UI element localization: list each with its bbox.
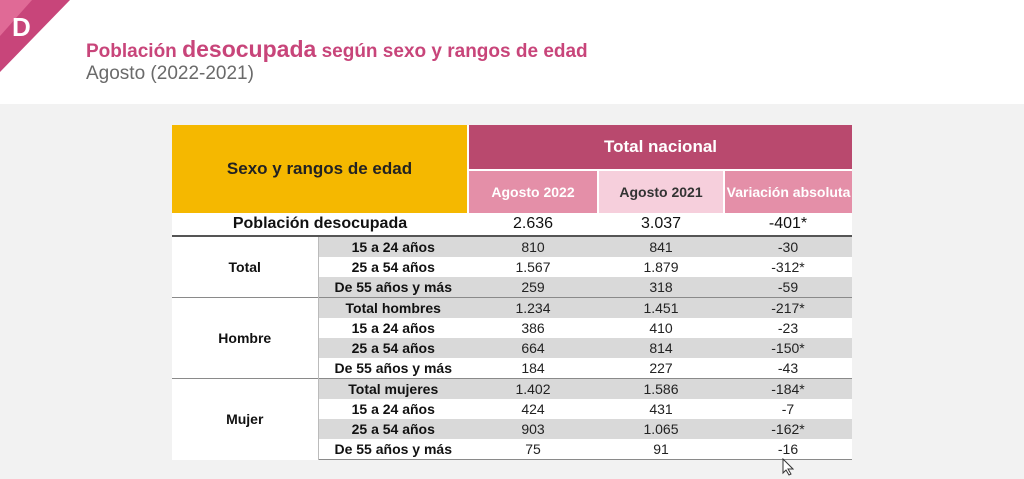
cell-2021: 318 [598, 277, 724, 298]
cell-2021: 91 [598, 439, 724, 460]
page-subtitle: Agosto (2022-2021) [86, 63, 254, 84]
group-label-total: Total [172, 236, 319, 298]
table-row: De 55 años y más 75 91 -16 [172, 439, 852, 460]
cell-2021: 410 [649, 320, 673, 336]
cell-2021: 1.451 [598, 297, 724, 318]
cell-2021: 1.879 [643, 259, 679, 275]
cell-variacion: -7 [781, 401, 795, 417]
cell-2022: 1.567 [515, 259, 551, 275]
column-header-total-nacional: Total nacional [468, 125, 852, 170]
row-label: Total hombres [318, 297, 468, 318]
row-label: Total mujeres [318, 378, 468, 399]
row-label: De 55 años y más [334, 360, 452, 376]
row-label: 15 a 24 años [351, 320, 435, 336]
cell-2022: 386 [521, 320, 545, 336]
group-label-mujer: Mujer [172, 378, 319, 460]
table-row: 25 a 54 años 903 1.065 -162* [172, 419, 852, 439]
table-row: Total 15 a 24 años 810 841 -30 [172, 236, 852, 298]
cell-variacion: -59 [724, 277, 852, 298]
cell-2021: 841 [598, 236, 724, 257]
unemployment-table: Sexo y rangos de edad Total nacional Ago… [172, 125, 852, 460]
cell-variacion: -150* [724, 338, 852, 358]
cell-2022: 1.234 [468, 297, 598, 318]
title-prefix: Población [86, 41, 183, 62]
title-suffix: según sexo y rangos de edad [316, 41, 588, 62]
mouse-cursor-icon [782, 458, 794, 476]
slide-header: D Población desocupada según sexo y rang… [0, 0, 1024, 104]
page-title: Población desocupada según sexo y rangos… [86, 36, 588, 63]
column-header-sexo: Sexo y rangos de edad [172, 125, 469, 213]
cell-2022: 424 [521, 401, 545, 417]
cell-variacion: -23 [777, 320, 799, 336]
cell-2022: 810 [468, 236, 598, 257]
cell-2022: 259 [468, 277, 598, 298]
cell-2022: 903 [468, 419, 598, 439]
row-label: 25 a 54 años [318, 419, 468, 439]
row-label: 25 a 54 años [351, 259, 435, 275]
cell-variacion: -30 [724, 236, 852, 257]
table-row: De 55 años y más 184 227 -43 [172, 358, 852, 379]
cell-2022: 75 [468, 439, 598, 460]
dane-logo-icon: D [0, 0, 70, 72]
row-label: De 55 años y más [318, 277, 468, 298]
cell-2021: 814 [598, 338, 724, 358]
cell-variacion: -217* [724, 297, 852, 318]
title-emphasis: desocupada [182, 36, 317, 62]
cell-2021: 227 [649, 360, 673, 376]
cell-2022: 1.402 [468, 378, 598, 399]
cell-2022: 664 [468, 338, 598, 358]
row-label: Población desocupada [172, 213, 468, 237]
cell-variacion: -43 [777, 360, 799, 376]
group-label-hombre: Hombre [172, 297, 319, 379]
cell-2022: 2.636 [468, 213, 598, 237]
table-row: Hombre Total hombres 1.234 1.451 -217* [172, 297, 852, 379]
table-row: Mujer Total mujeres 1.402 1.586 -184* [172, 378, 852, 460]
cell-2021: 3.037 [598, 213, 724, 237]
row-label: 25 a 54 años [318, 338, 468, 358]
table-row: De 55 años y más 259 318 -59 [172, 277, 852, 298]
svg-text:D: D [12, 12, 31, 42]
cell-variacion: -401* [724, 213, 852, 237]
row-label: 15 a 24 años [351, 401, 435, 417]
column-header-agosto-2022: Agosto 2022 [468, 169, 598, 213]
table-row-poblacion: Población desocupada 2.636 3.037 -401* [172, 213, 852, 237]
cell-variacion: -184* [724, 378, 852, 399]
column-header-variacion: Variación absoluta [723, 169, 852, 213]
column-header-agosto-2021: Agosto 2021 [597, 169, 724, 213]
cell-2021: 1.586 [598, 378, 724, 399]
table-row: 25 a 54 años 664 814 -150* [172, 338, 852, 358]
cell-variacion: -16 [724, 439, 852, 460]
table-row: 15 a 24 años 386 410 -23 [172, 318, 852, 338]
row-label: De 55 años y más [318, 439, 468, 460]
cell-2021: 1.065 [598, 419, 724, 439]
table-row: 25 a 54 años 1.567 1.879 -312* [172, 257, 852, 277]
cell-2022: 184 [521, 360, 545, 376]
cell-variacion: -162* [724, 419, 852, 439]
cell-2021: 431 [649, 401, 673, 417]
row-label: 15 a 24 años [318, 236, 468, 257]
table-row: 15 a 24 años 424 431 -7 [172, 399, 852, 419]
cell-variacion: -312* [771, 259, 805, 275]
